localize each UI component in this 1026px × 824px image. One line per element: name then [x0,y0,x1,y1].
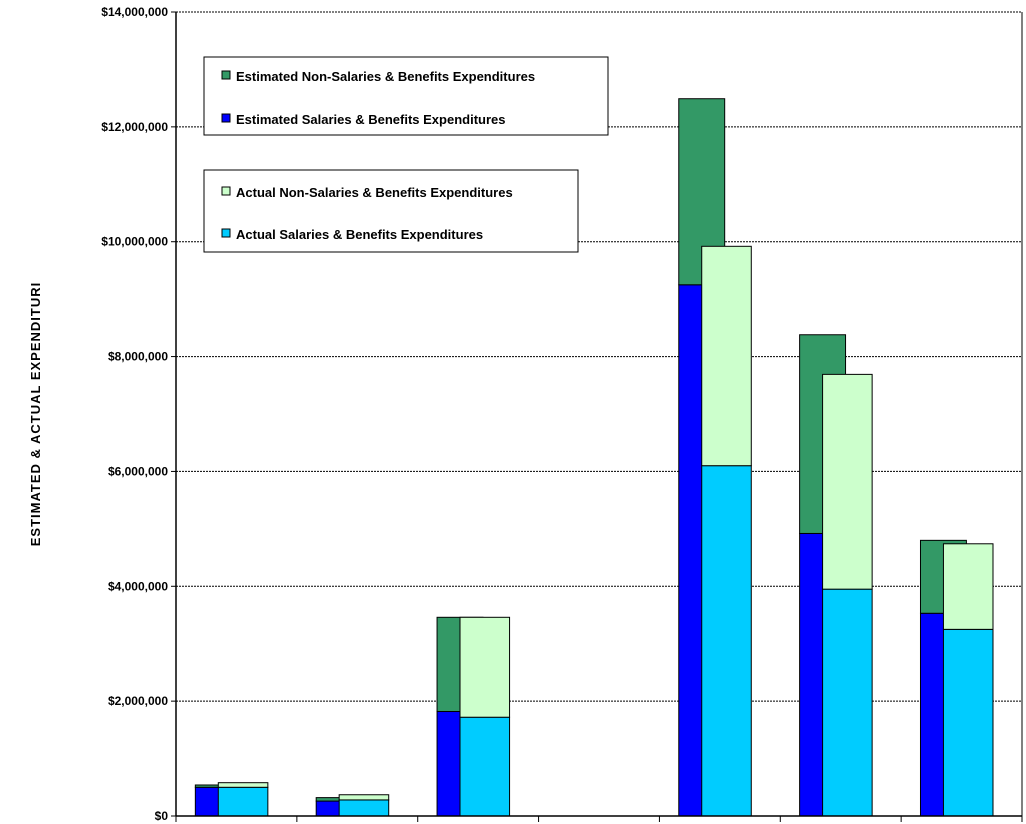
legend-swatch-actual-non-salaries [221,186,231,196]
bar-actual-non-salaries [942,543,994,630]
bar-actual-salaries [217,786,269,817]
y-tick-label: $0 [155,809,169,823]
y-tick-label: $8,000,000 [108,350,168,364]
legend-label-actual-non-salaries: Actual Non-Salaries & Benefits Expenditu… [236,185,513,200]
bar-actual-non-salaries [822,373,873,590]
bars [194,98,994,817]
bar-actual-non-salaries [701,245,752,467]
y-axis-label: ESTIMATED & ACTUAL EXPENDITURI [28,282,43,547]
y-tick-label: $4,000,000 [108,579,168,593]
y-tick-labels: $0 $2,000,000 $4,000,000 $6,000,000 $8,000,0… [101,5,168,823]
bar-actual-non-salaries [459,616,511,718]
y-tick-label: $6,000,000 [108,464,168,478]
axes [171,11,1023,822]
legend-label-actual-salaries: Actual Salaries & Benefits Expenditures [236,227,483,242]
legend-actual-box [203,169,579,253]
y-tick-label: $10,000,000 [101,235,168,249]
bar-actual-non-salaries [217,782,269,788]
legend-actual: Actual Non-Salaries & Benefits Expenditu… [203,169,579,253]
legend-label-estimated-non-salaries: Estimated Non-Salaries & Benefits Expend… [236,69,535,84]
legend-estimated: Estimated Non-Salaries & Benefits Expend… [203,56,609,136]
legend-swatch-estimated-salaries [221,113,231,123]
y-tick-label: $2,000,000 [108,694,168,708]
bar-actual-salaries [701,465,752,817]
legend-swatch-actual-salaries [221,228,231,238]
legend-estimated-box [203,56,609,136]
bar-actual-non-salaries [338,794,390,801]
y-tick-label: $14,000,000 [101,5,168,19]
bar-actual-salaries [338,799,390,817]
y-tick-label: $12,000,000 [101,120,168,134]
legend-label-estimated-salaries: Estimated Salaries & Benefits Expenditur… [236,112,505,127]
bar-actual-salaries [459,716,511,817]
legend-swatch-estimated-non-salaries [221,70,231,80]
bar-actual-salaries [942,628,994,817]
bar-actual-salaries [822,588,873,817]
